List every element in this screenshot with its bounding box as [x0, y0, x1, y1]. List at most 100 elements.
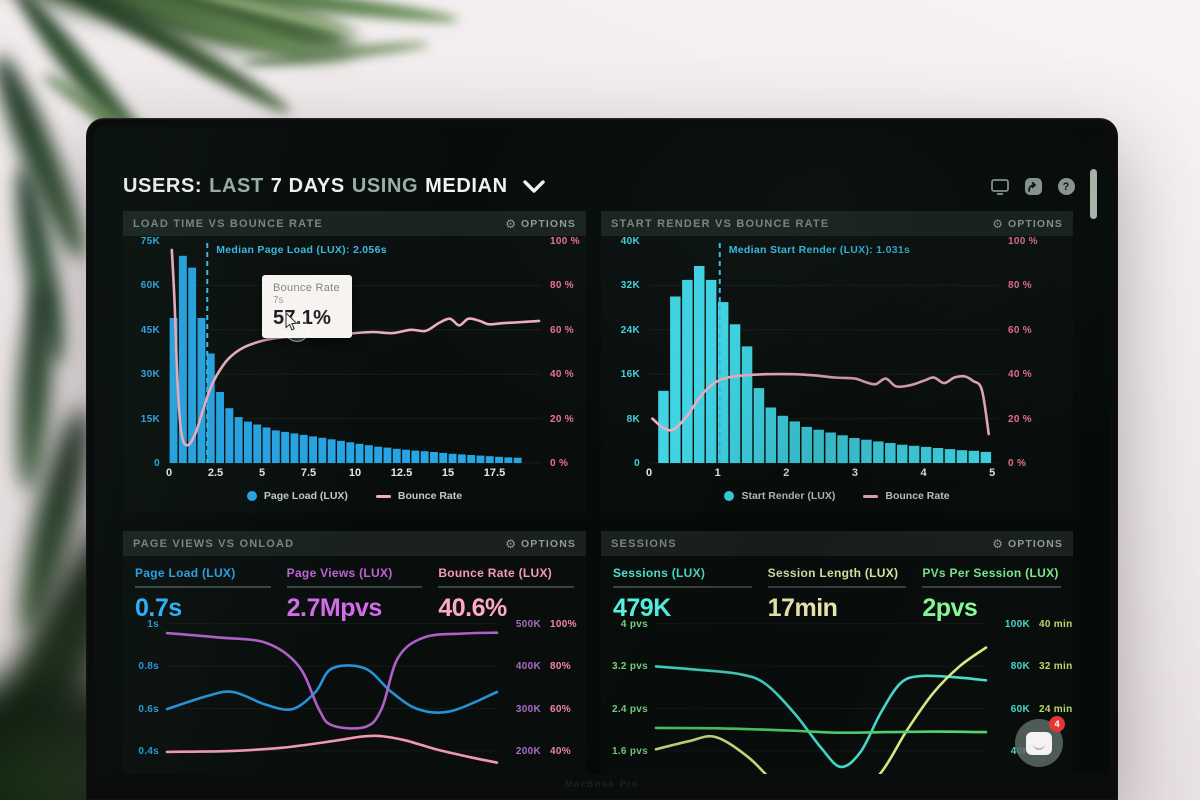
metric-underline — [135, 586, 271, 588]
title-segment: LAST — [209, 175, 264, 197]
panel-load-time-vs-bounce-rate: LOAD TIME VS BOUNCE RATE ⚙ OPTIONS 75K 60… — [123, 211, 586, 513]
metric-sessions: Sessions (LUX) 479K — [613, 566, 752, 623]
title-segment: USING — [351, 175, 419, 197]
options-label: OPTIONS — [1008, 537, 1063, 550]
title-segment: 7 DAYS — [270, 175, 345, 197]
y-axis-tick-label: 60 % — [550, 324, 574, 336]
legend-item: Page Load (LUX) — [246, 490, 348, 502]
metric-label: PVs Per Session (LUX) — [922, 566, 1059, 580]
y-axis-tick-label: 60K 24 min — [998, 704, 1072, 715]
chart-plot-area[interactable] — [649, 241, 999, 464]
x-axis-tick-label: 1 — [714, 467, 721, 479]
panel-title: START RENDER VS BOUNCE RATE — [611, 217, 830, 230]
panel-title: PAGE VIEWS VS ONLOAD — [133, 537, 295, 550]
panel-titlebar: SESSIONS ⚙ OPTIONS — [601, 531, 1073, 556]
x-axis-tick-label: 5 — [258, 467, 266, 479]
chart-plot-area[interactable] — [654, 616, 988, 774]
sessions-chart[interactable]: 4 pvs 3.2 pvs 2.4 pvs 1.6 pvs 100K 40 min 80K 3… — [601, 616, 1073, 774]
x-axis-tick-label: 0 — [165, 467, 173, 479]
options-button[interactable]: ⚙ OPTIONS — [992, 218, 1063, 230]
y-axis-tick-label: 75K — [140, 236, 160, 247]
y-axis-tick-label: 1.6 pvs — [611, 745, 648, 757]
metric-label: Page Views (LUX) — [286, 566, 393, 580]
scrollbar[interactable] — [1090, 169, 1097, 219]
y-axis-tick-label: 0 % — [1008, 458, 1027, 469]
chart-plot-area[interactable] — [169, 241, 541, 464]
dashboard-header: USERS: LAST 7 DAYS USING MEDIAN — [123, 175, 1075, 198]
y-axis-tick-label: 100 % — [1008, 236, 1038, 247]
metric-label: Page Load (LUX) — [135, 566, 236, 580]
panel-start-render-vs-bounce-rate: START RENDER VS BOUNCE RATE ⚙ OPTIONS 40… — [601, 211, 1073, 513]
title-segment: MEDIAN — [425, 175, 508, 197]
y-axis-tick-label: 8K — [626, 413, 640, 425]
tick-part: 40 min — [1039, 618, 1073, 630]
y-axis-tick-label: 24K — [620, 324, 640, 336]
options-label: OPTIONS — [521, 537, 576, 550]
device-label: MacBook Pro — [564, 779, 639, 789]
metric-value: 0.7s — [135, 594, 182, 622]
start-render-chart[interactable]: 40K 32K 24K 16K 8K 0 100 % 80 % 60 % 40 % 20 % 0 % M… — [601, 236, 1073, 481]
display-icon[interactable] — [991, 178, 1009, 196]
legend-dash — [863, 494, 879, 498]
options-button[interactable]: ⚙ OPTIONS — [992, 538, 1063, 550]
legend-item: Bounce Rate — [863, 490, 950, 502]
tick-part: 80K — [1010, 660, 1030, 672]
dashboard-screen: USERS: LAST 7 DAYS USING MEDIAN — [94, 127, 1110, 774]
y-axis-tick-label: 3.2 pvs — [611, 660, 648, 672]
chart-legend: Page Load (LUX) Bounce Rate — [123, 490, 586, 502]
y-axis-tick-label: 400K 80% — [509, 661, 571, 672]
metric-underline — [613, 586, 752, 588]
y-axis-tick-label: 0.4s — [138, 745, 159, 757]
panel-titlebar: START RENDER VS BOUNCE RATE ⚙ OPTIONS — [601, 211, 1073, 236]
laptop-chin: MacBook Pro — [86, 774, 1118, 800]
y-axis-tick-label: 4 pvs — [620, 618, 648, 630]
x-axis-tick-label: 2 — [783, 467, 790, 479]
x-axis-tick-label: 5 — [989, 467, 996, 479]
y-axis-tick-label: 300K 60% — [509, 704, 571, 715]
tick-part: 60% — [550, 703, 571, 715]
y-axis-tick-label: 32K — [620, 280, 640, 292]
x-axis-tick-label: 10 — [348, 467, 362, 479]
gear-icon: ⚙ — [992, 216, 1004, 231]
y-axis-tick-label: 40 % — [1008, 369, 1032, 381]
chat-widget-button[interactable]: 4 — [1015, 716, 1065, 767]
x-axis-tick-label: 3 — [851, 467, 858, 479]
y-axis-tick-label: 80 % — [550, 280, 574, 292]
options-button[interactable]: ⚙ OPTIONS — [505, 218, 576, 230]
panel-title: LOAD TIME VS BOUNCE RATE — [133, 217, 323, 230]
share-icon[interactable] — [1024, 178, 1042, 196]
laptop: USERS: LAST 7 DAYS USING MEDIAN — [86, 118, 1118, 800]
page-views-chart[interactable]: 1s 0.8s 0.6s 0.4s 500K 100% 400K 80% 300K 60% 200K… — [123, 616, 586, 774]
panel-titlebar: LOAD TIME VS BOUNCE RATE ⚙ OPTIONS — [123, 211, 586, 236]
page-title: USERS: LAST 7 DAYS USING MEDIAN — [123, 175, 545, 198]
metric-underline — [767, 586, 907, 588]
median-annotation: Median Start Render (LUX): 1.031s — [728, 244, 911, 256]
metric-value: 2.7Mpvs — [286, 594, 383, 622]
y-axis-tick-label: 16K — [620, 369, 640, 381]
y-axis-tick-label: 15K — [140, 413, 160, 425]
header-icons: ? — [991, 178, 1075, 196]
y-axis-tick-label: 100 % — [550, 236, 580, 247]
options-button[interactable]: ⚙ OPTIONS — [505, 538, 576, 550]
chevron-down-icon[interactable] — [522, 180, 545, 193]
metric-value: 17min — [767, 594, 838, 622]
metric-bounce-rate: Bounce Rate (LUX) 40.6% — [438, 566, 574, 623]
metric-underline — [922, 586, 1061, 588]
y-axis-tick-label: 20 % — [550, 413, 574, 425]
metrics-row: Sessions (LUX) 479K Session Length (LUX)… — [601, 556, 1073, 622]
y-axis-tick-label: 0.6s — [138, 703, 159, 715]
y-axis-tick-label: 60K — [140, 280, 160, 292]
y-axis-tick-label: 30K — [140, 369, 160, 381]
help-icon[interactable]: ? — [1057, 178, 1075, 196]
legend-dash — [375, 494, 391, 498]
title-segment: USERS: — [123, 175, 203, 197]
metric-underline — [286, 586, 423, 588]
gear-icon: ⚙ — [992, 536, 1004, 551]
legend-item: Start Render (LUX) — [724, 490, 835, 502]
chart-plot-area[interactable] — [165, 616, 499, 774]
x-axis-tick-label: 4 — [920, 467, 927, 479]
y-axis-tick-label: 60 % — [1008, 324, 1032, 336]
load-time-chart[interactable]: 75K 60K 45K 30K 15K 0 100 % 80 % 60 % 40 % 20 % 0 %… — [123, 236, 586, 481]
metric-session-length: Session Length (LUX) 17min — [767, 566, 907, 623]
metric-page-load: Page Load (LUX) 0.7s — [135, 566, 271, 623]
